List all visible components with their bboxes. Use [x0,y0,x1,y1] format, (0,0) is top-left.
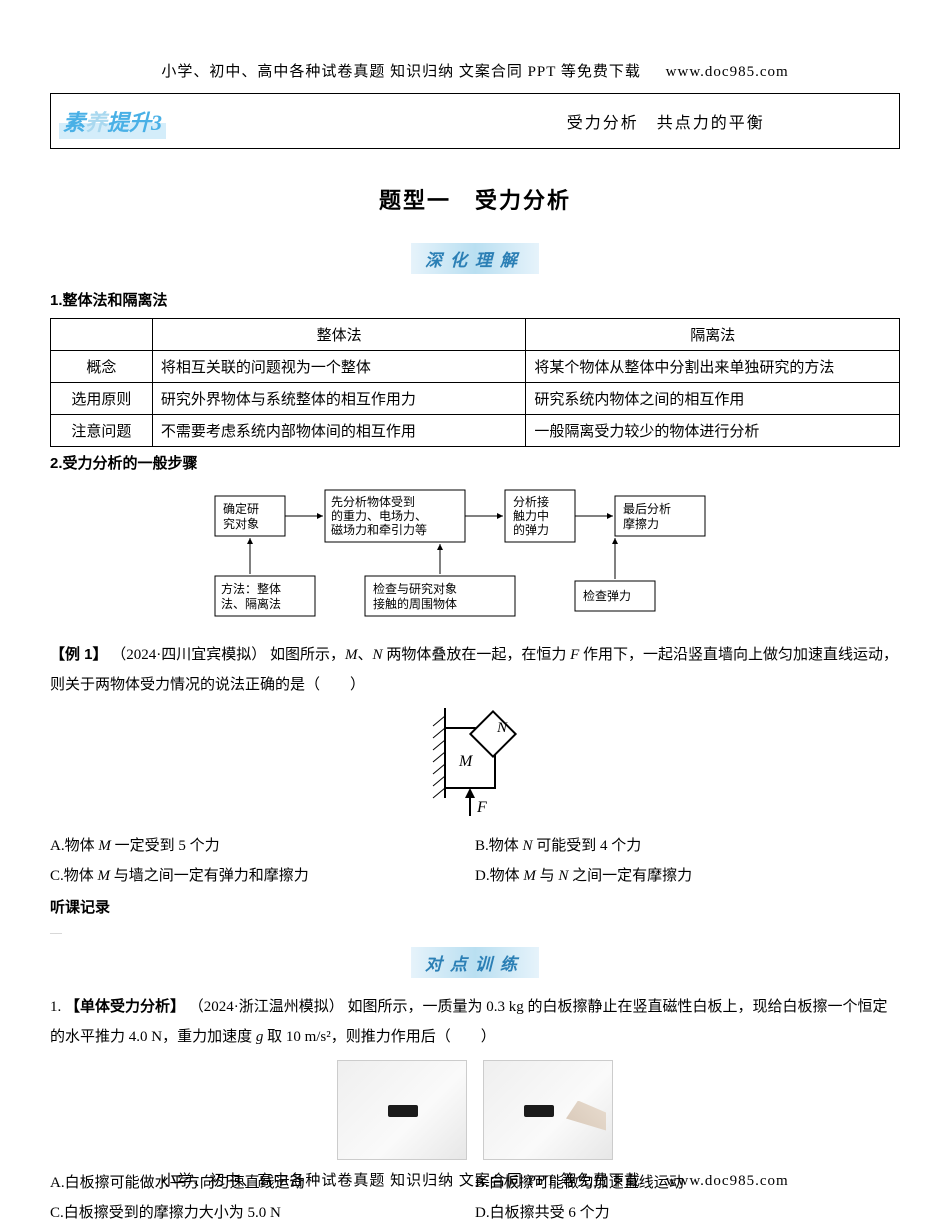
problem-tag: 【单体受力分析】 [65,998,185,1015]
svg-text:M: M [458,753,474,770]
opt-d: D.物体 M 与 N 之间一定有摩擦力 [475,861,900,891]
method-table: 整体法 隔离法 概念 将相互关联的问题视为一个整体 将某个物体从整体中分割出来单… [50,318,900,447]
example-source: （2024·四川宜宾模拟） [111,647,266,663]
footer-url: www.doc985.com [666,1173,789,1189]
svg-text:F: F [476,799,487,816]
opt-b: B.物体 N 可能受到 4 个力 [475,831,900,861]
note-line: —— [50,931,900,937]
svg-text:检查与研究对象: 检查与研究对象 [373,581,457,596]
problem-1: 1. 【单体受力分析】 （2024·浙江温州模拟） 如图所示，一质量为 0.3 … [50,992,900,1052]
opt-c: C.物体 M 与墙之间一定有弹力和摩擦力 [50,861,475,891]
section-title: 题型一 受力分析 [50,183,900,215]
example-1: 【例 1】 （2024·四川宜宾模拟） 如图所示，M、N 两物体叠放在一起，在恒… [50,640,900,700]
svg-text:N: N [496,720,508,736]
badge-part2: 养 [85,110,107,135]
th-2: 隔离法 [526,318,900,350]
label-deepen: 深化理解 [50,243,900,274]
table-row: 概念 将相互关联的问题视为一个整体 将某个物体从整体中分割出来单独研究的方法 [51,350,900,382]
example-tag: 【例 1】 [50,646,108,663]
problem-source: （2024·浙江温州模拟） [189,999,344,1015]
heading-2: 2.受力分析的一般步骤 [50,451,900,477]
page-footer: 小学、初中、高中各种试卷真题 知识归纳 文案合同 PPT 等免费下载 www.d… [0,1169,950,1190]
badge-part3: 提升 [107,110,151,135]
header-url: www.doc985.com [666,64,789,80]
label-deepen-text: 深化理解 [411,243,539,274]
badge-part1: 素 [63,110,85,135]
opt-a: A.物体 M 一定受到 5 个力 [50,831,475,861]
eraser-icon [524,1105,554,1117]
example-1-options: A.物体 M 一定受到 5 个力 B.物体 N 可能受到 4 个力 C.物体 M… [50,831,900,891]
banner-right: 受力分析 共点力的平衡 [433,94,899,148]
opt-d: D.白板擦共受 6 个力 [475,1198,900,1228]
hand-shape [566,1101,606,1131]
th-1: 整体法 [152,318,526,350]
table-row: 选用原则 研究外界物体与系统整体的相互作用力 研究系统内物体之间的相互作用 [51,382,900,414]
eraser-icon [388,1105,418,1117]
banner-box: 素养提升3 受力分析 共点力的平衡 [50,93,900,149]
photo-right [483,1060,613,1160]
svg-text:磁场力和牵引力等: 磁场力和牵引力等 [331,522,427,537]
banner-left: 素养提升3 [51,94,433,148]
svg-text:确定研: 确定研 [223,501,259,516]
example-1-figure: M N F [50,708,900,823]
badge: 素养提升3 [59,103,166,139]
table-row: 注意问题 不需要考虑系统内部物体间的相互作用 一般隔离受力较少的物体进行分析 [51,414,900,446]
problem-1-figure [50,1060,900,1160]
svg-text:方法：整体: 方法：整体 [221,581,281,596]
photo-left [337,1060,467,1160]
svg-text:究对象: 究对象 [223,516,259,531]
svg-text:法、隔离法: 法、隔离法 [221,596,281,611]
problem-num: 1. [50,999,61,1015]
svg-text:检查弹力: 检查弹力 [583,588,631,603]
heading-1: 1.整体法和隔离法 [50,288,900,314]
svg-text:最后分析: 最后分析 [623,502,671,516]
flowchart: .bx{fill:#fff;stroke:#000;stroke-width:1… [50,486,900,626]
footer-text: 小学、初中、高中各种试卷真题 知识归纳 文案合同 PPT 等免费下载 [161,1173,641,1189]
note-label: 听课记录 [50,895,900,921]
header-text: 小学、初中、高中各种试卷真题 知识归纳 文案合同 PPT 等免费下载 [161,64,641,80]
svg-text:的重力、电场力、: 的重力、电场力、 [331,508,427,523]
label-practice-text: 对点训练 [411,947,539,978]
svg-text:先分析物体受到: 先分析物体受到 [331,495,415,509]
svg-text:分析接: 分析接 [513,494,549,509]
svg-text:接触的周围物体: 接触的周围物体 [373,596,457,611]
svg-text:的弹力: 的弹力 [513,522,549,537]
label-practice: 对点训练 [50,947,900,978]
svg-text:摩擦力: 摩擦力 [623,516,659,531]
flowchart-svg: .bx{fill:#fff;stroke:#000;stroke-width:1… [195,486,755,626]
opt-c: C.白板擦受到的摩擦力大小为 5.0 N [50,1198,475,1228]
page-header: 小学、初中、高中各种试卷真题 知识归纳 文案合同 PPT 等免费下载 www.d… [50,60,900,81]
badge-num: 3 [151,110,162,135]
svg-text:触力中: 触力中 [513,508,549,523]
th-0 [51,318,153,350]
